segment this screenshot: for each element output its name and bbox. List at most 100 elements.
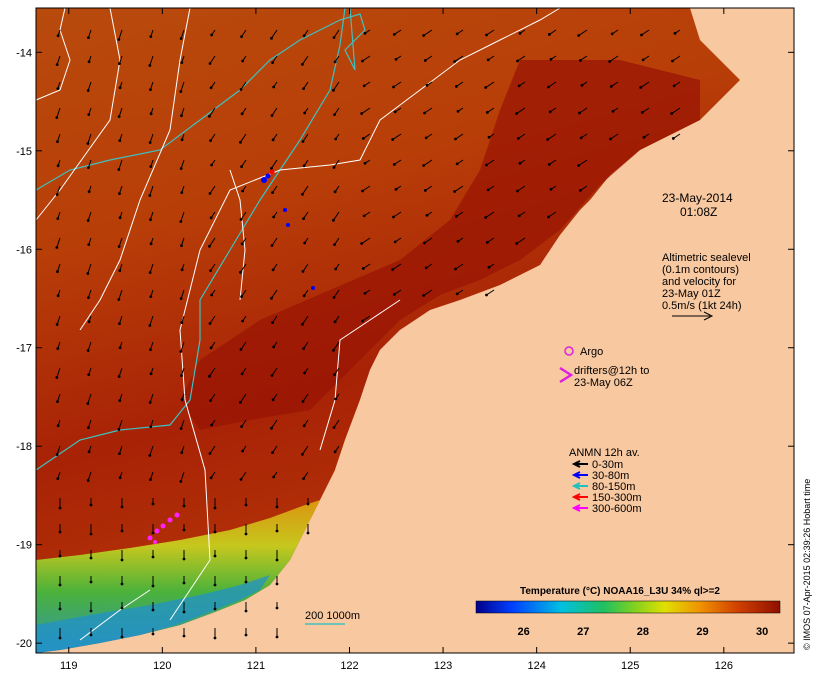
coastline-land bbox=[330, 8, 794, 653]
velocity-arrow-head bbox=[241, 319, 245, 323]
velocity-arrow-head bbox=[55, 63, 59, 66]
velocity-arrow-head bbox=[456, 109, 460, 113]
velocity-arrow bbox=[118, 237, 123, 247]
velocity-arrow-head bbox=[89, 532, 93, 536]
velocity-arrow-head bbox=[179, 220, 183, 223]
velocity-arrow-head bbox=[547, 163, 551, 166]
velocity-arrow-head bbox=[547, 85, 550, 89]
velocity-arrow-head bbox=[86, 479, 90, 482]
velocity-arrow bbox=[424, 107, 433, 114]
velocity-arrow-head bbox=[394, 187, 398, 191]
velocity-arrow-head bbox=[179, 37, 183, 40]
velocity-arrow-head bbox=[454, 137, 457, 141]
velocity-arrow-head bbox=[515, 242, 519, 245]
velocity-arrow-head bbox=[580, 83, 584, 87]
velocity-arrow bbox=[209, 55, 216, 64]
x-tick-label: 123 bbox=[434, 660, 452, 672]
velocity-arrow-head bbox=[306, 502, 310, 506]
velocity-arrow-head bbox=[56, 400, 59, 403]
velocity-arrow-head bbox=[577, 34, 581, 37]
velocity-arrow-head bbox=[672, 84, 676, 88]
velocity-arrow-head bbox=[56, 217, 60, 221]
velocity-arrow-head bbox=[208, 374, 211, 378]
velocity-arrow bbox=[271, 29, 278, 39]
velocity-arrow bbox=[486, 159, 495, 166]
velocity-arrow-head bbox=[118, 216, 122, 220]
velocity-arrow-head bbox=[577, 164, 581, 167]
velocity-arrow bbox=[455, 133, 464, 140]
velocity-arrow-head bbox=[275, 606, 279, 610]
velocity-arrow-head bbox=[182, 528, 186, 532]
velocity-arrow-head bbox=[244, 580, 248, 584]
velocity-arrow-head bbox=[180, 244, 183, 247]
velocity-arrow-head bbox=[244, 556, 248, 560]
velocity-arrow bbox=[87, 133, 92, 144]
scale-arrow-head bbox=[703, 311, 714, 321]
velocity-arrow-head bbox=[487, 265, 491, 269]
velocity-arrow bbox=[516, 237, 526, 244]
velocity-arrow-head bbox=[422, 164, 426, 167]
velocity-arrow-head bbox=[516, 189, 519, 193]
velocity-arrow-head bbox=[642, 135, 646, 139]
velocity-arrow-head bbox=[239, 400, 242, 404]
velocity-arrow-head bbox=[334, 137, 338, 141]
velocity-arrow-head bbox=[392, 85, 395, 89]
y-tick-label: -19 bbox=[16, 540, 32, 552]
x-tick-label: 126 bbox=[715, 660, 733, 672]
velocity-arrow-head bbox=[639, 86, 643, 89]
velocity-arrow-head bbox=[333, 243, 336, 247]
velocity-arrow-head bbox=[391, 138, 395, 141]
velocity-arrow-head bbox=[87, 60, 91, 64]
velocity-arrow-head bbox=[239, 270, 242, 274]
velocity-arrow-head bbox=[485, 163, 488, 167]
velocity-arrow-head bbox=[182, 610, 186, 614]
velocity-arrow-head bbox=[333, 190, 337, 194]
velocity-arrow-head bbox=[516, 59, 519, 63]
velocity-arrow-head bbox=[117, 38, 121, 41]
velocity-arrow bbox=[56, 315, 61, 325]
timestamp-time: 01:08Z bbox=[680, 205, 717, 219]
velocity-arrow bbox=[333, 29, 340, 38]
velocity-arrow bbox=[547, 133, 557, 140]
velocity-arrow bbox=[240, 81, 247, 90]
velocity-arrow-head bbox=[58, 530, 62, 534]
velocity-arrow-head bbox=[453, 60, 457, 63]
velocity-arrow bbox=[361, 107, 371, 114]
velocity-arrow-head bbox=[118, 62, 121, 65]
velocity-arrow bbox=[393, 81, 402, 88]
timestamp-date: 23-May-2014 bbox=[662, 191, 733, 205]
velocity-arrow-head bbox=[241, 59, 245, 63]
velocity-arrow-head bbox=[394, 57, 398, 61]
velocity-arrow-head bbox=[149, 35, 153, 39]
velocity-arrow-head bbox=[149, 425, 153, 429]
velocity-arrow-head bbox=[302, 477, 305, 481]
velocity-arrow-head bbox=[182, 504, 186, 508]
velocity-arrow-head bbox=[182, 581, 186, 585]
warm-core bbox=[180, 60, 700, 430]
velocity-arrow-head bbox=[270, 426, 273, 430]
velocity-arrow-head bbox=[241, 189, 245, 193]
velocity-arrow bbox=[271, 159, 278, 169]
velocity-arrow-head bbox=[208, 192, 212, 195]
velocity-arrow bbox=[362, 185, 371, 192]
velocity-arrow-head bbox=[87, 320, 91, 324]
velocity-arrow-head bbox=[209, 216, 213, 220]
velocity-arrow-head bbox=[486, 58, 490, 62]
y-tick-label: -16 bbox=[16, 244, 32, 256]
velocity-arrow-head bbox=[148, 401, 152, 404]
velocity-arrow-head bbox=[210, 33, 214, 37]
velocity-arrow-head bbox=[58, 506, 62, 510]
velocity-arrow bbox=[209, 445, 216, 454]
velocity-arrow-head bbox=[485, 33, 488, 37]
velocity-arrow bbox=[56, 237, 61, 248]
velocity-arrow-head bbox=[148, 454, 152, 457]
velocity-arrow-head bbox=[213, 530, 217, 534]
velocity-arrow-head bbox=[118, 452, 121, 455]
velocity-arrow-head bbox=[361, 267, 365, 270]
velocity-arrow-head bbox=[392, 33, 396, 36]
y-tick-label: -14 bbox=[16, 47, 32, 59]
velocity-arrow bbox=[302, 263, 309, 272]
velocity-arrow-head bbox=[301, 452, 304, 456]
sealevel-contours bbox=[35, 7, 561, 641]
velocity-arrow-head bbox=[609, 85, 613, 88]
